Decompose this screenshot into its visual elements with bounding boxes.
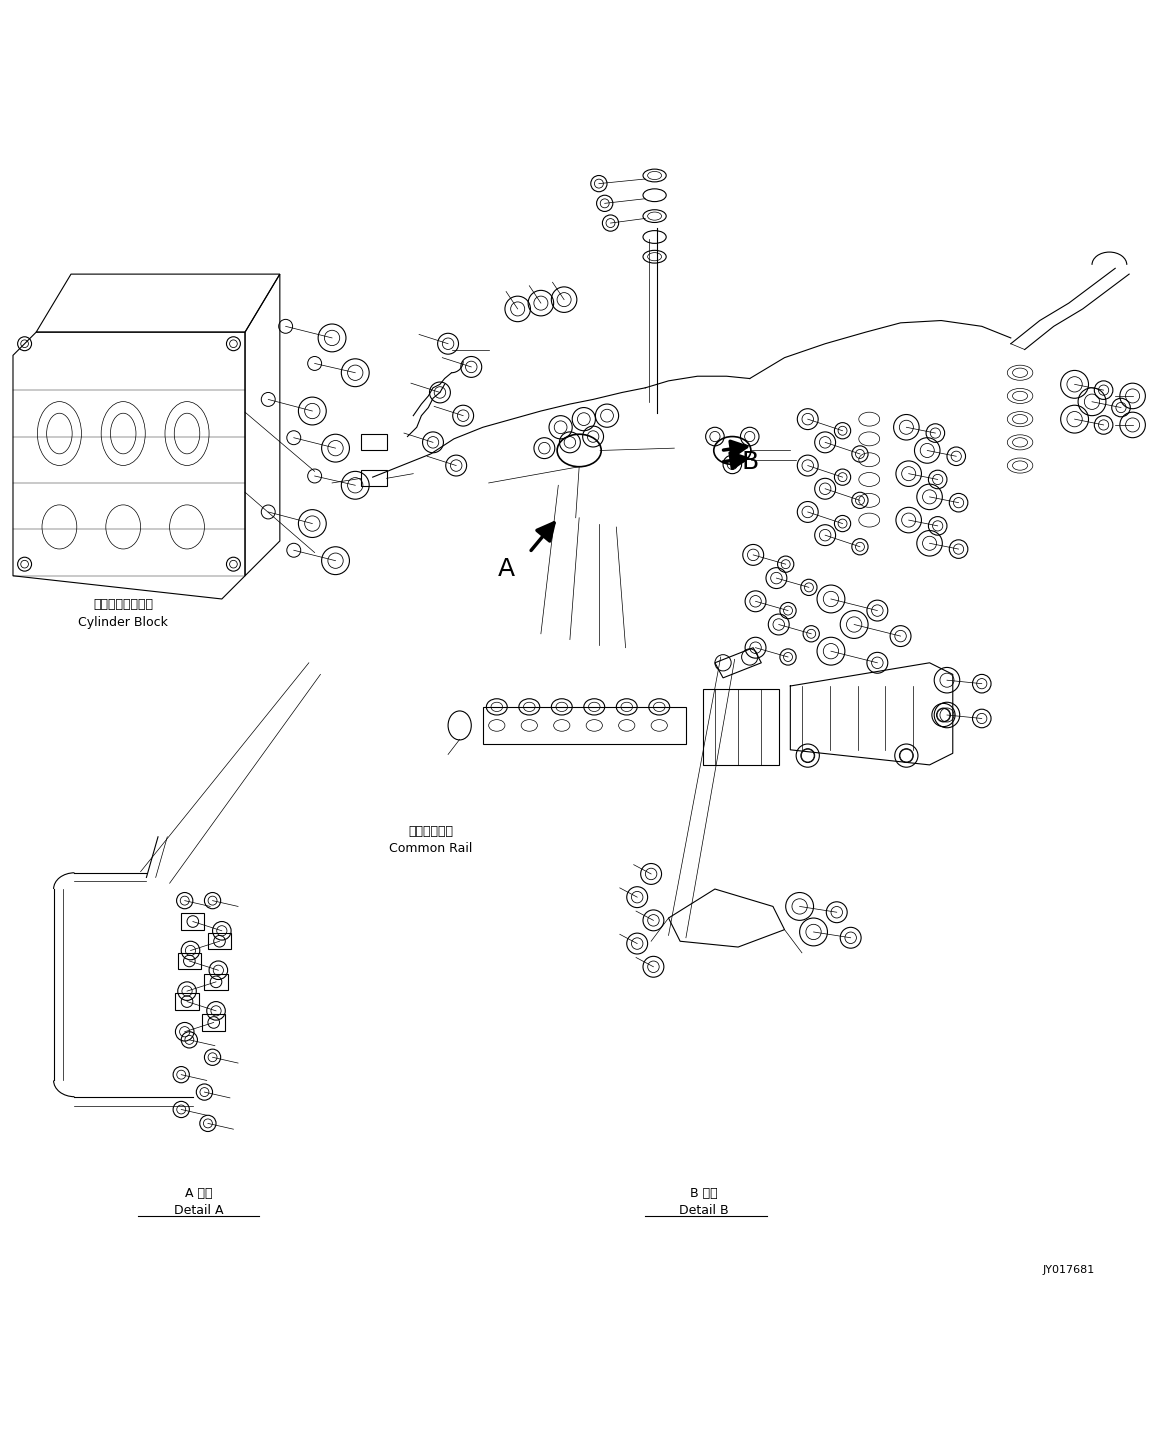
Text: シリンダブロック: シリンダブロック	[93, 598, 154, 611]
Bar	[361, 435, 386, 450]
Bar	[176, 994, 199, 1010]
Bar	[704, 689, 779, 765]
Bar	[483, 706, 686, 744]
Text: A 詳細: A 詳細	[185, 1187, 213, 1200]
Text: A: A	[498, 556, 515, 581]
Bar	[361, 470, 386, 486]
Bar	[202, 1014, 226, 1031]
Text: B: B	[741, 450, 758, 475]
Text: Detail B: Detail B	[678, 1204, 728, 1217]
Bar	[181, 914, 205, 930]
Text: B 詳細: B 詳細	[690, 1187, 718, 1200]
Text: JY017681: JY017681	[1043, 1264, 1094, 1274]
Text: コモンレール: コモンレール	[408, 825, 454, 838]
Text: Detail A: Detail A	[174, 1204, 223, 1217]
Text: Cylinder Block: Cylinder Block	[78, 616, 169, 629]
Bar	[208, 934, 231, 950]
Bar	[205, 974, 228, 990]
Text: Common Rail: Common Rail	[388, 842, 472, 855]
Bar	[178, 952, 201, 970]
